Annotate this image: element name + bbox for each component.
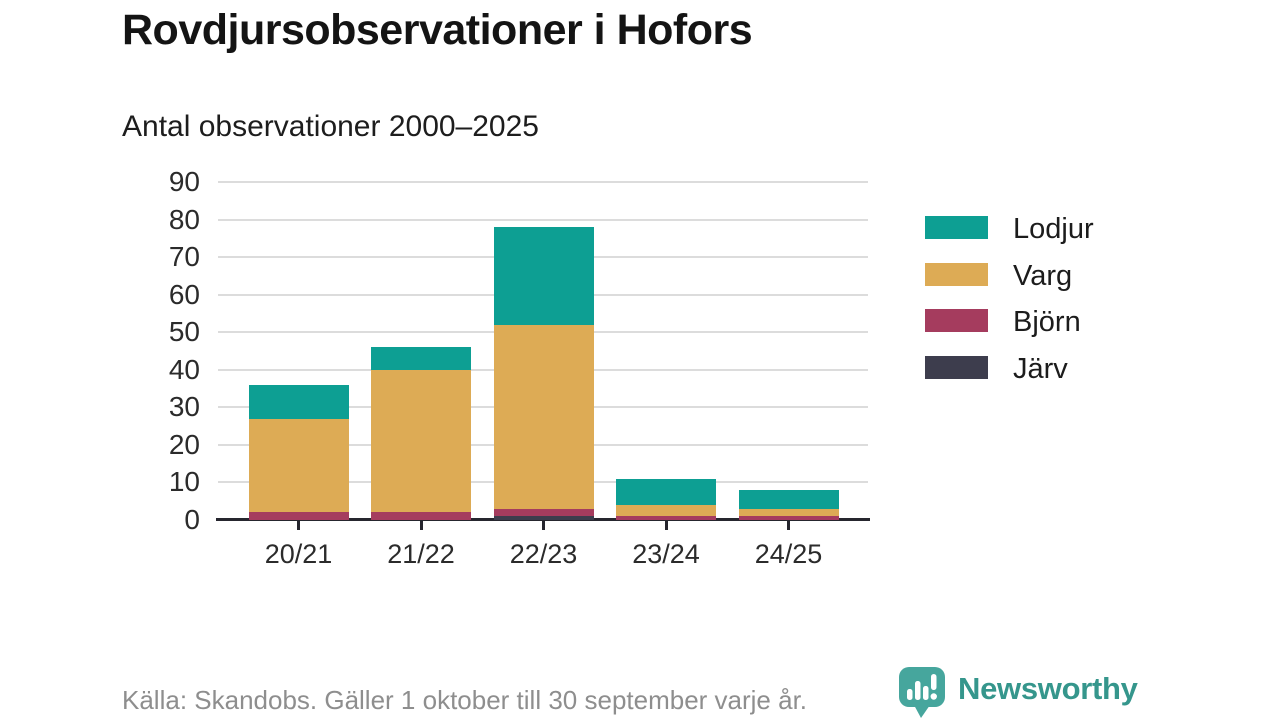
source-note: Källa: Skandobs. Gäller 1 oktober till 3… [122,685,808,715]
legend-label: Varg [1013,259,1073,292]
x-axis-tick [542,521,545,530]
bar-segment-lodjur [493,227,594,325]
legend-swatch [925,262,988,286]
legend-swatch [925,216,988,239]
gridline [218,181,868,183]
bar-segment-lodjur [738,489,839,509]
legend-label: Lodjur [1013,213,1094,245]
legend-swatch [925,356,988,380]
y-axis-tick-label: 0 [184,504,200,535]
chart-subtitle: Antal observationer 2000–2025 [122,110,539,143]
bar-segment-bjrn [616,516,716,520]
bar-segment-lodjur [616,478,716,505]
bar-segment-jrv [493,516,594,520]
bar-segment-bjrn [738,516,839,520]
y-axis-tick-label: 50 [168,316,200,348]
y-axis-tick-label: 10 [168,466,200,498]
bar-segment-varg [616,504,716,517]
x-axis-tick-label: 23/24 [632,539,700,569]
y-axis-tick-label: 90 [168,166,200,197]
newsworthy-logo-icon [899,667,945,718]
bar-segment-varg [371,369,471,513]
bar-segment-bjrn [371,512,471,520]
y-axis-tick-label: 80 [168,203,200,235]
x-axis-tick-label: 21/22 [387,539,455,569]
x-axis-tick [787,521,790,530]
legend-swatch [925,309,988,333]
bar-segment-varg [738,508,839,517]
bar-chart-plot-area: 20/21 21/22 22/23 23/24 24/25 [216,181,870,569]
y-axis-tick-label: 20 [168,428,200,460]
x-axis-tick-label: 22/23 [509,539,578,569]
y-axis-tick-label: 40 [168,353,200,385]
bar-segment-varg [493,324,594,509]
bar-segment-bjrn [248,512,349,520]
x-axis-tick [419,521,423,530]
bar-segment-bjrn [493,508,594,517]
bar-segment-lodjur [371,347,471,370]
y-axis-tick-label: 70 [168,241,200,273]
legend-label: Björn [1013,306,1081,339]
chart-title: Rovdjursobservationer i Hofors [122,6,753,54]
x-axis-tick [664,521,668,530]
x-axis-tick-label: 20/21 [264,539,333,569]
gridline [218,218,868,221]
newsworthy-logo-text: Newsworthy [958,671,1138,706]
x-axis-tick-label: 24/25 [754,539,823,569]
bar-segment-varg [248,418,349,513]
bar-segment-lodjur [248,384,349,419]
y-axis-tick-label: 60 [168,278,200,310]
y-axis-tick-label: 30 [168,391,200,423]
x-axis-tick [297,521,300,530]
newsworthy-logo: Newsworthy [898,665,1188,720]
legend-label: Järv [1013,353,1068,386]
